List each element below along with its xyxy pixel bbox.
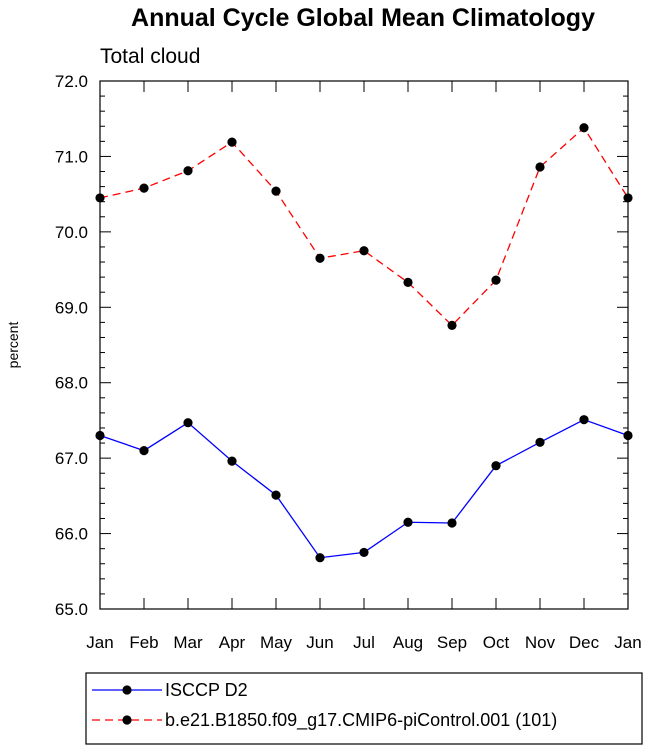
x-tick-label: Feb [129, 633, 158, 652]
series-point [271, 186, 281, 196]
y-axis-label: percent [5, 322, 21, 369]
series-point [139, 446, 149, 456]
series-point [95, 193, 105, 203]
series-layer [95, 123, 633, 563]
series-line [99, 418, 629, 559]
x-tick-label: Jan [614, 633, 641, 652]
legend-marker [122, 715, 132, 725]
x-tick-label: Dec [569, 633, 600, 652]
series-point [623, 193, 633, 203]
y-tick-label: 68.0 [55, 374, 88, 393]
y-tick-label: 67.0 [55, 449, 88, 468]
legend-label: b.e21.B1850.f09_g17.CMIP6-piControl.001 … [165, 710, 557, 731]
x-tick-label: Nov [525, 633, 556, 652]
x-tick-label: Mar [173, 633, 203, 652]
x-tick-label: May [260, 633, 293, 652]
series-point [579, 415, 589, 425]
y-tick-label: 69.0 [55, 298, 88, 317]
x-tick-label: Apr [219, 633, 246, 652]
series-point [403, 517, 413, 527]
legend: ISCCP D2 b.e21.B1850.f09_g17.CMIP6-piCont… [92, 680, 557, 731]
x-tick-label: Oct [483, 633, 510, 652]
series-point [183, 418, 193, 428]
series-point [315, 553, 325, 563]
series-point [359, 246, 369, 256]
y-tick-label: 65.0 [55, 600, 88, 619]
x-tick-label: Jul [353, 633, 375, 652]
series-line [99, 126, 629, 327]
x-tick-label: Aug [393, 633, 423, 652]
y-tick-label: 71.0 [55, 147, 88, 166]
series-point [579, 123, 589, 133]
series-point [359, 547, 369, 558]
series-point [271, 490, 281, 500]
series-point [535, 162, 545, 172]
chart-title: Annual Cycle Global Mean Climatology [131, 4, 595, 32]
series-point [491, 275, 501, 285]
series-point [227, 137, 237, 147]
series-point [315, 253, 325, 263]
series-point [491, 461, 501, 471]
legend-box [85, 672, 643, 745]
series-point [623, 430, 633, 441]
legend-marker [122, 685, 132, 695]
y-tick-label: 72.0 [55, 72, 88, 91]
chart-subtitle: Total cloud [100, 45, 200, 68]
series-point [227, 456, 237, 466]
x-tick-label: Jun [306, 633, 333, 652]
y-tick-label: 66.0 [55, 525, 88, 544]
series-point [183, 166, 193, 176]
series-point [139, 183, 149, 193]
series-point [447, 320, 457, 330]
series-point [95, 430, 105, 441]
y-tick-label: 70.0 [55, 223, 88, 242]
legend-label: ISCCP D2 [165, 680, 248, 700]
series-point [535, 437, 545, 447]
plot-frame [99, 80, 629, 610]
series-point [447, 518, 457, 528]
series-point [403, 277, 413, 287]
x-tick-label: Jan [86, 633, 113, 652]
x-tick-label: Sep [437, 633, 467, 652]
axis-ticks: 65.0 66.0 67.0 68.0 69.0 70.0 71.0 72.0 Jan Feb Ma… [55, 72, 642, 652]
